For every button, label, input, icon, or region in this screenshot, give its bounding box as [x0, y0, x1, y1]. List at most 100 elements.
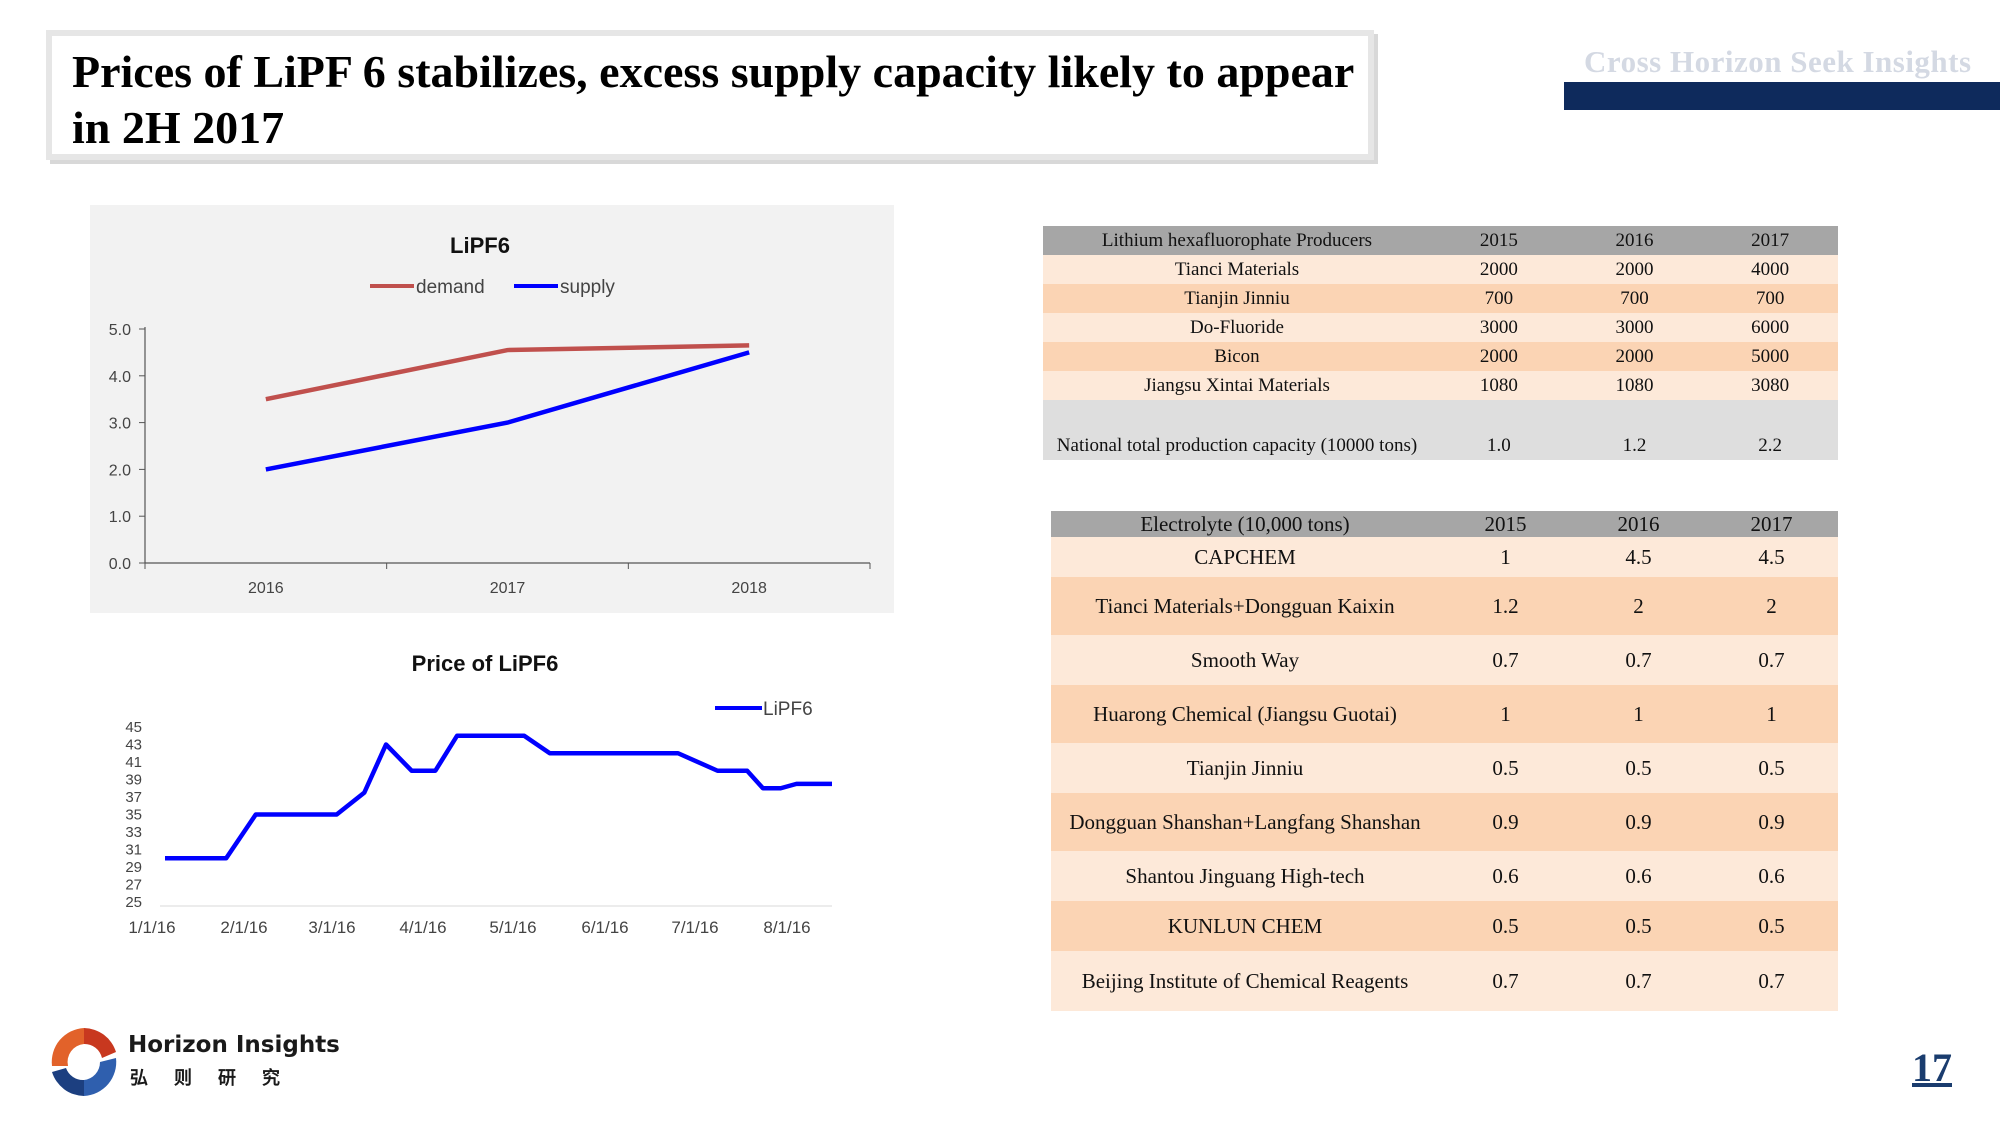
- table-cell: 0.9: [1439, 793, 1572, 851]
- table-cell: 0.5: [1439, 901, 1572, 951]
- table-cell: 0.5: [1705, 743, 1838, 793]
- electrolyte-header-row: Electrolyte (10,000 tons) 2015 2016 2017: [1051, 511, 1838, 537]
- table-cell: Bicon: [1043, 342, 1431, 371]
- logo-text-cn: 弘则研究: [130, 1068, 306, 1089]
- table-cell: 3080: [1702, 371, 1838, 400]
- y-tick-label: 31: [125, 842, 142, 859]
- table-row: Dongguan Shanshan+Langfang Shanshan 0.9 0.…: [1051, 793, 1838, 851]
- y-tick-label: 41: [125, 754, 142, 771]
- y-tick-label: 4.0: [109, 369, 131, 386]
- series-line-demand: [265, 343, 750, 402]
- x-tick-label: 1/1/16: [128, 918, 175, 937]
- table-cell: 0.6: [1439, 851, 1572, 901]
- table-cell: 2: [1572, 577, 1705, 635]
- table-cell: 1: [1439, 537, 1572, 577]
- table-cell: 4000: [1702, 255, 1838, 284]
- table-cell: 0.5: [1572, 901, 1705, 951]
- legend-label-supply: supply: [560, 277, 615, 298]
- y-tick-label: 37: [125, 789, 142, 806]
- table-cell: Jiangsu Xintai Materials: [1043, 371, 1431, 400]
- table-cell: 2000: [1566, 342, 1703, 371]
- table-cell: 2000: [1431, 255, 1567, 284]
- table-row: Tianci Materials 2000 2000 4000: [1043, 255, 1838, 284]
- x-tick-label: 5/1/16: [489, 918, 536, 937]
- x-tick-label: 4/1/16: [399, 918, 446, 937]
- table-cell: 4.5: [1572, 537, 1705, 577]
- y-tick-label: 25: [125, 894, 142, 911]
- legend-label-demand: demand: [416, 277, 485, 298]
- table-cell: 0.6: [1572, 851, 1705, 901]
- header-cell: Lithium hexafluorophate Producers: [1043, 226, 1431, 255]
- title-box: Prices of LiPF 6 stabilizes, excess supp…: [46, 30, 1374, 160]
- y-tick-label: 29: [125, 859, 142, 876]
- page-title: Prices of LiPF 6 stabilizes, excess supp…: [72, 46, 1354, 153]
- brand-bar: [1564, 82, 2000, 110]
- x-tick-label: 8/1/16: [763, 918, 810, 937]
- table-cell: Shantou Jinguang High-tech: [1051, 851, 1439, 901]
- table-cell: 6000: [1702, 313, 1838, 342]
- table-cell: 5000: [1702, 342, 1838, 371]
- y-tick-label: 27: [125, 877, 142, 894]
- horizon-insights-logo-icon: [51, 1028, 117, 1096]
- series-line-supply: [265, 350, 750, 472]
- header-cell: Electrolyte (10,000 tons): [1051, 511, 1439, 537]
- x-tick-label: 6/1/16: [581, 918, 628, 937]
- table-cell: 0.7: [1439, 635, 1572, 685]
- table-cell: CAPCHEM: [1051, 537, 1439, 577]
- table-cell: 700: [1566, 284, 1703, 313]
- table-cell: 1: [1572, 685, 1705, 743]
- table-row: Beijing Institute of Chemical Reagents 0.…: [1051, 951, 1838, 1011]
- table-cell: 0.7: [1572, 951, 1705, 1011]
- legend-label-LiPF6: LiPF6: [763, 699, 813, 720]
- x-tick-label: 7/1/16: [671, 918, 718, 937]
- table-cell: Tianci Materials+Dongguan Kaixin: [1051, 577, 1439, 635]
- table-row: Do-Fluoride 3000 3000 6000: [1043, 313, 1838, 342]
- table-row: Huarong Chemical (Jiangsu Guotai) 1 1 1: [1051, 685, 1838, 743]
- table-cell: 0.7: [1572, 635, 1705, 685]
- table-row: Tianci Materials+Dongguan Kaixin 1.2 2 2: [1051, 577, 1838, 635]
- table-cell: Do-Fluoride: [1043, 313, 1431, 342]
- y-tick-label: 33: [125, 824, 142, 841]
- header-cell: 2016: [1566, 226, 1703, 255]
- table-cell: 700: [1431, 284, 1567, 313]
- y-tick-label: 1.0: [109, 509, 131, 526]
- x-tick-label: 2/1/16: [220, 918, 267, 937]
- table-cell: Beijing Institute of Chemical Reagents: [1051, 951, 1439, 1011]
- table-cell: Tianci Materials: [1043, 255, 1431, 284]
- total-row: National total production capacity (1000…: [1043, 400, 1838, 460]
- table-cell: 1.0: [1431, 400, 1567, 460]
- logo-text-en: Horizon Insights: [128, 1032, 340, 1058]
- table-cell: 2.2: [1702, 400, 1838, 460]
- y-tick-label: 3.0: [109, 416, 131, 433]
- brand-slogan: Cross Horizon Seek Insights: [1584, 44, 1972, 79]
- y-tick-label: 0.0: [109, 556, 131, 573]
- producers-header-row: Lithium hexafluorophate Producers 2015 2…: [1043, 226, 1838, 255]
- table-cell: National total production capacity (1000…: [1043, 400, 1431, 460]
- table-cell: 0.5: [1572, 743, 1705, 793]
- x-tick-label: 2016: [248, 580, 284, 597]
- table-cell: 0.7: [1705, 635, 1838, 685]
- table-cell: 1080: [1566, 371, 1703, 400]
- table-row: CAPCHEM 1 4.5 4.5: [1051, 537, 1838, 577]
- chart-panel-background: [90, 205, 894, 613]
- x-tick-label: 3/1/16: [308, 918, 355, 937]
- y-tick-label: 39: [125, 772, 142, 789]
- electrolyte-table: Electrolyte (10,000 tons) 2015 2016 2017…: [1051, 511, 1838, 1011]
- table-cell: 3000: [1431, 313, 1567, 342]
- table-cell: 1080: [1431, 371, 1567, 400]
- chart-title: LiPF6: [450, 233, 510, 258]
- table-cell: 4.5: [1705, 537, 1838, 577]
- table-cell: Huarong Chemical (Jiangsu Guotai): [1051, 685, 1439, 743]
- y-tick-label: 43: [125, 737, 142, 754]
- chart-title: Price of LiPF6: [412, 651, 559, 676]
- header-cell: 2017: [1702, 226, 1838, 255]
- producers-table: Lithium hexafluorophate Producers 2015 2…: [1043, 226, 1838, 460]
- table-row: Jiangsu Xintai Materials 1080 1080 3080: [1043, 371, 1838, 400]
- table-cell: 3000: [1566, 313, 1703, 342]
- x-tick-label: 2018: [731, 580, 767, 597]
- y-tick-label: 45: [125, 719, 142, 736]
- table-cell: KUNLUN CHEM: [1051, 901, 1439, 951]
- table-cell: 0.7: [1439, 951, 1572, 1011]
- table-cell: 0.9: [1572, 793, 1705, 851]
- table-cell: Smooth Way: [1051, 635, 1439, 685]
